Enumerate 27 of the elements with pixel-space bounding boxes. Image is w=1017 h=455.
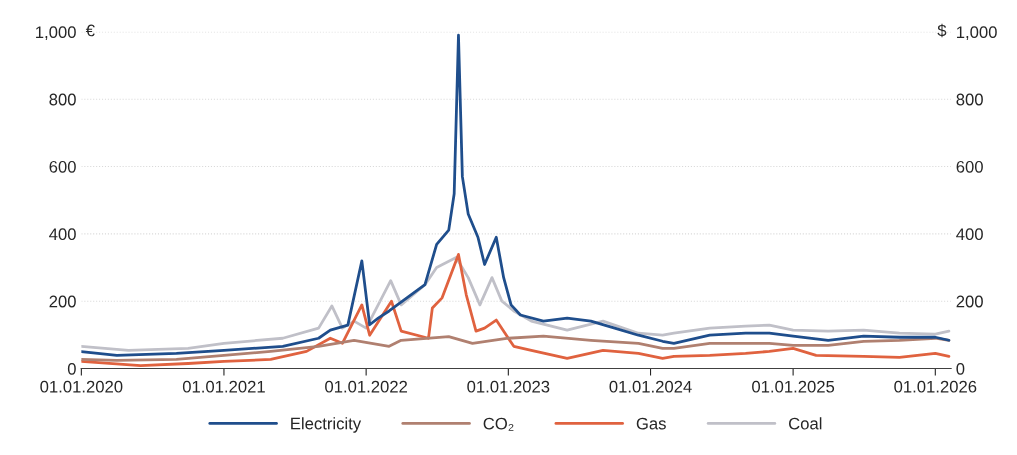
legend-label: Electricity <box>291 417 362 433</box>
y2-tick-label: 200 <box>956 295 983 308</box>
y-axis-title: € <box>85 24 95 37</box>
x-tick-label: 01.01.2020 <box>40 380 123 393</box>
legend-label: CO₂ <box>483 417 514 431</box>
x-tick-label: 01.01.2023 <box>467 380 550 393</box>
legend-label: Coal <box>789 417 822 430</box>
line-series <box>81 253 951 367</box>
x-tick-label: 01.01.2025 <box>752 380 835 393</box>
line-series <box>81 256 951 352</box>
y-tick-label: 1,000 <box>36 26 76 41</box>
y-tick-label: 600 <box>49 160 76 173</box>
y2-axis-title: $ <box>937 23 947 38</box>
y2-tick-label: 800 <box>956 93 983 106</box>
x-tick-label: 01.01.2024 <box>609 380 692 393</box>
y-tick-label: 800 <box>49 93 76 106</box>
y2-tick-label: 1,000 <box>957 26 997 41</box>
x-tick-label: 01.01.2022 <box>325 380 408 393</box>
y-tick-label: 0 <box>67 362 76 375</box>
legend-label: Gas <box>636 417 666 430</box>
x-tick-label: 01.01.2021 <box>182 380 265 393</box>
y-tick-label: 400 <box>49 228 76 241</box>
y2-tick-label: 600 <box>956 160 983 173</box>
y2-tick-label: 0 <box>956 362 965 375</box>
y2-tick-label: 400 <box>956 228 983 241</box>
y-tick-label: 200 <box>49 295 76 308</box>
x-tick-label: 01.01.2026 <box>894 380 977 393</box>
